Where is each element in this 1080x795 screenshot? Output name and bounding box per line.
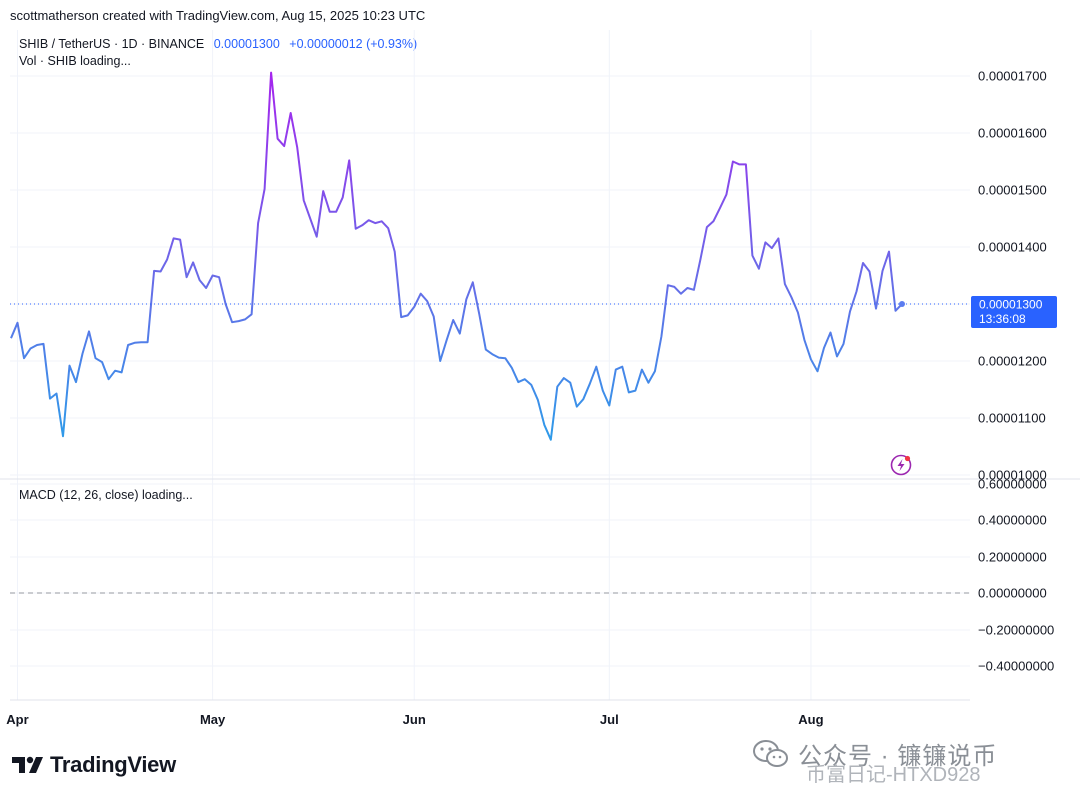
lightning-icon[interactable] [890,454,912,476]
y-tick-label: 0.00001200 [978,354,1047,369]
legend-change: +0.00000012 (+0.93%) [289,37,418,51]
symbol-label[interactable]: SHIB / TetherUS · 1D · BINANCE [19,37,205,51]
macd-tick-label: −0.20000000 [978,623,1054,638]
y-tick-label: 0.00001500 [978,183,1047,198]
macd-tick-label: 0.40000000 [978,513,1047,528]
x-tick-label: Jun [403,712,426,727]
last-price-value: 0.00001300 [979,298,1043,312]
x-tick-label: May [200,712,226,727]
macd-legend[interactable]: MACD (12, 26, close) loading... [19,488,193,502]
wechat-icon [753,739,788,767]
watermark-account: 公众号 · 镰镰说币 [798,743,998,770]
x-tick-label: Apr [6,712,28,727]
y-tick-label: 0.00001100 [978,411,1046,426]
tradingview-brand[interactable]: TradingView [12,752,176,778]
brand-name: TradingView [50,752,176,777]
symbol-legend[interactable]: SHIB / TetherUS · 1D · BINANCE 0.0000130… [19,37,417,51]
macd-tick-label: 0.00000000 [978,586,1047,601]
price-series [10,71,970,441]
macd-tick-label: 0.20000000 [978,550,1047,565]
bar-countdown: 13:36:08 [979,312,1026,326]
y-tick-label: 0.00001400 [978,240,1047,255]
chart-grid [0,30,1080,701]
macd-tick-label: −0.40000000 [978,659,1054,674]
time-axis[interactable]: Apr May Jun Jul Aug [6,712,823,727]
chart-credit: scottmatherson created with TradingView.… [10,8,426,23]
legend-price: 0.00001300 [213,37,280,51]
watermark-id: 币富日记-HTXD928 [806,764,981,786]
x-tick-label: Jul [600,712,619,727]
y-tick-label: 0.00001000 [978,468,1047,483]
price-axis[interactable]: 0.00001000 0.00001100 0.00001200 0.00001300… [978,69,1054,674]
x-tick-label: Aug [798,712,823,727]
watermark: 公众号 · 镰镰说币 币富日记-HTXD928 [752,736,998,786]
volume-legend[interactable]: Vol · SHIB loading... [19,54,131,68]
price-line [10,71,903,441]
last-price-dot [899,301,905,307]
macd-tick-label: 0.60000000 [978,477,1047,492]
y-tick-label: 0.00001600 [978,126,1047,141]
tradingview-logo-icon [12,756,43,773]
macd-pane [10,483,970,667]
y-tick-label: 0.00001700 [978,69,1047,84]
